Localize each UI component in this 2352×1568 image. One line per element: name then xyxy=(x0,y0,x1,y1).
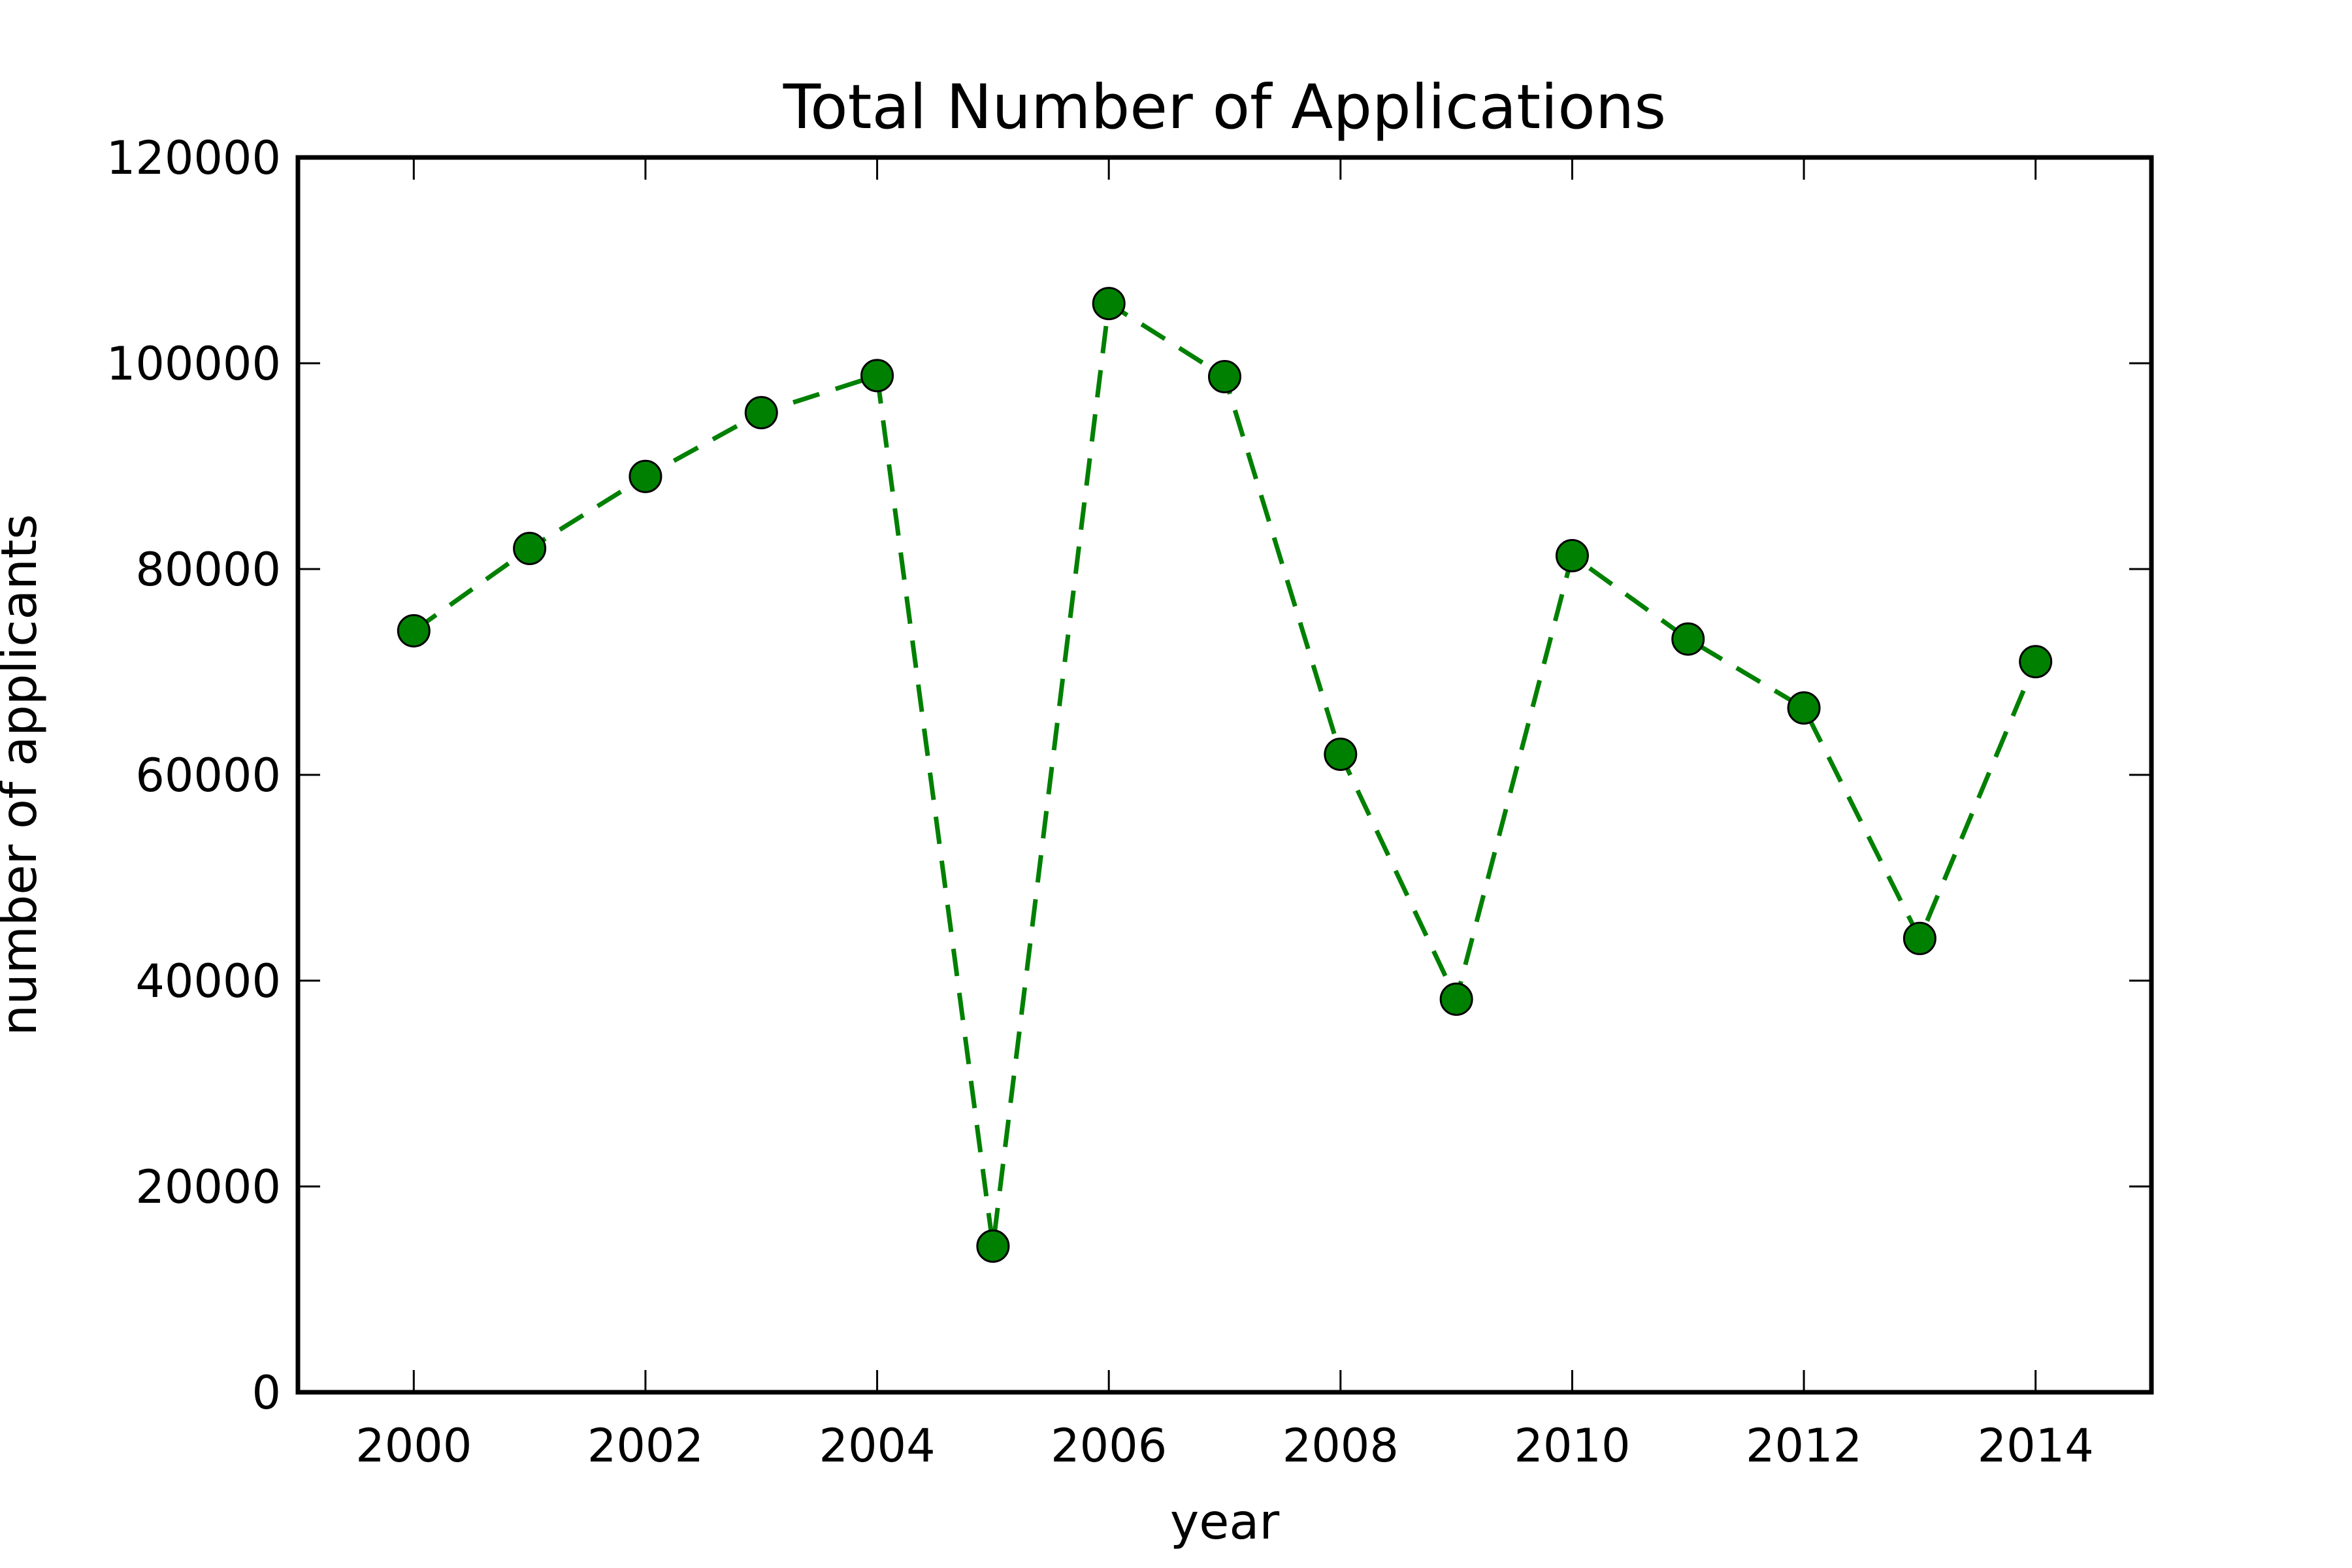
y-tick-label: 80000 xyxy=(135,543,281,596)
data-point xyxy=(2019,645,2053,679)
data-point xyxy=(1324,738,1358,771)
data-point xyxy=(1439,982,1473,1016)
plot-area-frame xyxy=(295,155,2154,1395)
data-point xyxy=(1787,691,1821,725)
x-tick-label: 2004 xyxy=(819,1419,935,1473)
y-tick-label: 20000 xyxy=(135,1160,281,1214)
x-axis-title: year xyxy=(1170,1493,1279,1550)
data-point xyxy=(744,396,778,430)
data-point xyxy=(1671,622,1705,656)
y-tick-label: 100000 xyxy=(106,337,281,391)
x-tick-label: 2000 xyxy=(355,1419,472,1473)
data-series xyxy=(397,287,2053,1263)
data-point xyxy=(976,1229,1010,1263)
data-point xyxy=(1092,287,1126,321)
chart-title: Total Number of Applications xyxy=(783,72,1667,143)
x-tick-label: 2008 xyxy=(1282,1419,1399,1473)
y-axis-title: number of applicants xyxy=(0,514,48,1036)
y-tick-label: 0 xyxy=(252,1366,281,1420)
data-point xyxy=(629,459,662,493)
data-point xyxy=(513,532,547,565)
data-point xyxy=(1903,921,1936,955)
y-tick-label: 40000 xyxy=(135,955,281,1008)
y-tick-label: 60000 xyxy=(135,749,281,802)
axis-ticks: 2000 2002 2004 2006 2008 2010 2012 2014 0 20000 40… xyxy=(106,131,2151,1473)
x-tick-label: 2010 xyxy=(1514,1419,1630,1473)
data-point xyxy=(1208,359,1241,393)
x-tick-label: 2002 xyxy=(587,1419,704,1473)
y-tick-label: 120000 xyxy=(106,131,281,185)
x-tick-label: 2012 xyxy=(1746,1419,1862,1473)
data-point xyxy=(1555,539,1589,573)
data-point xyxy=(860,359,894,393)
x-tick-label: 2014 xyxy=(1978,1419,2094,1473)
data-point xyxy=(397,614,431,647)
series-line xyxy=(412,299,2038,1247)
x-tick-label: 2006 xyxy=(1051,1419,1167,1473)
